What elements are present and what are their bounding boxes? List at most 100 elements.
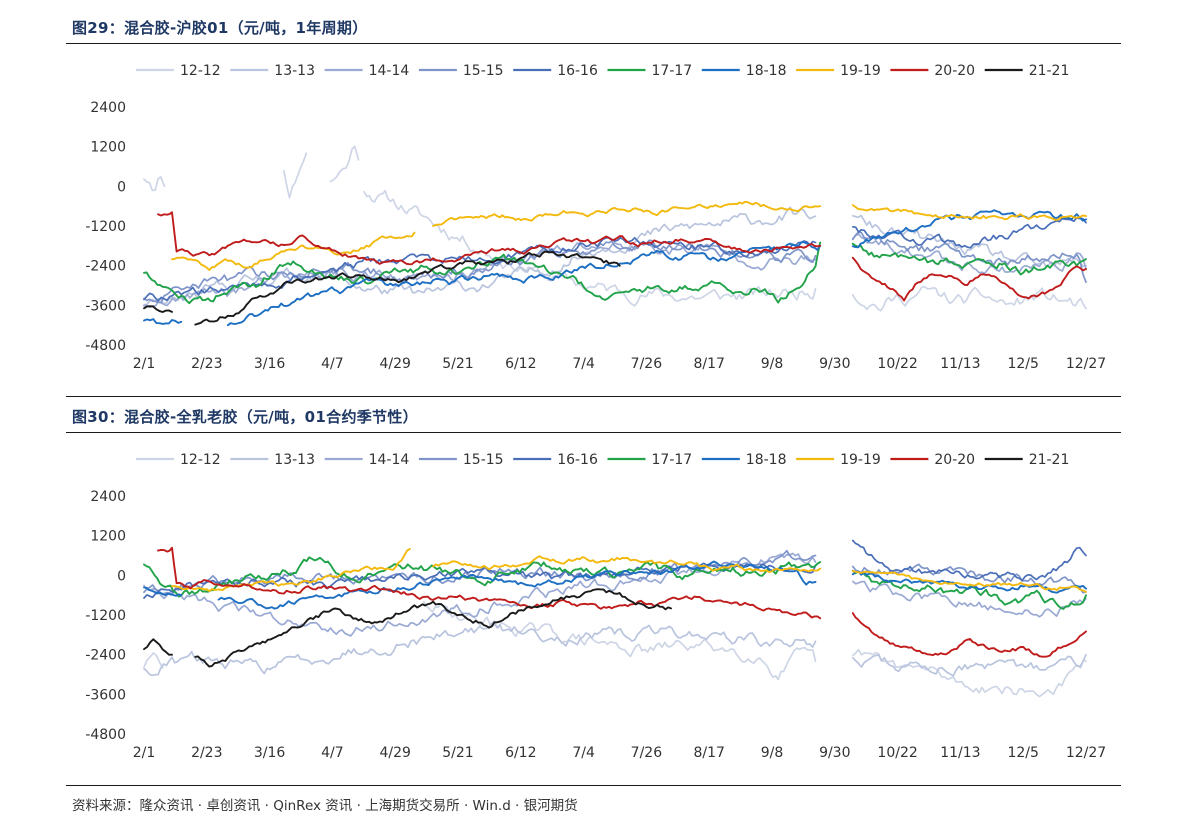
legend-item-13-13: 13-13	[230, 63, 315, 79]
legend-label: 19-19	[840, 452, 881, 468]
x-tick-label: 11/13	[940, 745, 980, 761]
y-tick-label: 1200	[90, 529, 126, 545]
y-tick-label: -3600	[85, 687, 126, 703]
legend-label: 14-14	[369, 63, 410, 79]
x-tick-label: 6/12	[505, 356, 536, 372]
series-line	[143, 620, 817, 677]
series-line	[851, 231, 1087, 284]
legend-label: 20-20	[934, 452, 975, 468]
legend-label: 21-21	[1029, 452, 1070, 468]
series-18-18	[143, 209, 1087, 327]
series-line	[432, 200, 822, 227]
x-tick-label: 7/4	[572, 745, 595, 761]
legend-label: 18-18	[746, 63, 787, 79]
x-tick-label: 2/1	[133, 745, 156, 761]
series-line	[194, 588, 672, 668]
series-line	[851, 539, 1087, 582]
x-tick-label: 8/17	[693, 745, 724, 761]
legend-item-18-18: 18-18	[701, 452, 787, 468]
series-12-12	[143, 145, 1087, 312]
chart2-bottom-rule	[66, 785, 1121, 786]
y-tick-label: -4800	[85, 727, 126, 743]
series-line	[143, 652, 164, 669]
legend-label: 14-14	[369, 452, 410, 468]
y-tick-label: 2400	[90, 489, 126, 505]
y-tick-label: 0	[117, 179, 126, 195]
series-line	[851, 242, 1087, 276]
y-tick-label: 2400	[90, 100, 126, 116]
x-tick-label: 9/30	[819, 745, 850, 761]
x-tick-label: 5/21	[442, 745, 473, 761]
x-tick-label: 4/7	[321, 356, 344, 372]
y-tick-label: -2400	[85, 648, 126, 664]
y-tick-label: -1200	[85, 608, 126, 624]
series-19-19	[171, 200, 1087, 271]
chart2-panel: 12-12 13-13 14-14 15-15 16-16 17-17 18-18 19-19…	[66, 439, 1121, 769]
x-tick-label: 10/22	[877, 745, 917, 761]
legend-label: 12-12	[180, 63, 221, 79]
series-line	[217, 560, 817, 610]
series-16-16	[143, 539, 1087, 599]
series-line	[157, 211, 822, 266]
series-line	[851, 648, 1087, 698]
legend-label: 16-16	[557, 63, 598, 79]
x-tick-label: 3/16	[254, 745, 286, 761]
series-21-21	[143, 250, 621, 326]
legend-item-19-19: 19-19	[796, 63, 881, 79]
legend-label: 13-13	[274, 63, 315, 79]
x-tick-label: 9/8	[761, 745, 784, 761]
chart1-panel: 12-12 13-13 14-14 15-15 16-16 17-17 18-18 19-19…	[66, 50, 1121, 380]
legend-item-12-12: 12-12	[136, 63, 221, 79]
chart2-svg: 12-12 13-13 14-14 15-15 16-16 17-17 18-18 19-19…	[85, 452, 1106, 761]
chart2-divider	[66, 432, 1121, 433]
series-20-20	[157, 211, 1087, 302]
series-line	[143, 236, 817, 302]
y-tick-label: -4800	[85, 338, 126, 354]
series-line	[143, 305, 173, 313]
series-line	[143, 318, 183, 325]
x-tick-label: 5/21	[442, 356, 473, 372]
series-13-13	[143, 206, 1087, 306]
legend-item-18-18: 18-18	[701, 63, 787, 79]
x-tick-label: 2/1	[133, 356, 156, 372]
series-line	[143, 549, 817, 595]
legend-label: 12-12	[180, 452, 221, 468]
legend-label: 18-18	[746, 452, 787, 468]
series-14-14	[143, 552, 1087, 637]
legend-label: 15-15	[463, 452, 504, 468]
x-tick-label: 11/13	[940, 356, 980, 372]
x-tick-label: 7/26	[631, 356, 663, 372]
series-line	[329, 145, 360, 183]
series-line	[143, 638, 173, 656]
series-line	[851, 285, 1087, 312]
series-line	[851, 570, 1087, 593]
x-tick-label: 12/27	[1066, 745, 1106, 761]
series-line	[432, 555, 822, 573]
legend-item-15-15: 15-15	[418, 452, 504, 468]
legend-item-14-14: 14-14	[324, 452, 410, 468]
x-tick-label: 9/30	[819, 356, 850, 372]
legend-label: 21-21	[1029, 63, 1070, 79]
x-tick-label: 10/22	[877, 356, 917, 372]
legend-item-21-21: 21-21	[984, 452, 1070, 468]
series-12-12	[143, 600, 1087, 698]
y-tick-label: -2400	[85, 259, 126, 275]
legend-item-20-20: 20-20	[890, 63, 975, 79]
legend-label: 17-17	[652, 452, 693, 468]
legend-item-21-21: 21-21	[984, 63, 1070, 79]
x-tick-label: 2/23	[191, 356, 222, 372]
x-tick-label: 12/5	[1007, 745, 1038, 761]
series-line	[851, 256, 1087, 302]
series-15-15	[143, 231, 1087, 304]
x-tick-label: 2/23	[191, 745, 222, 761]
series-line	[143, 206, 817, 306]
chart1-svg: 12-12 13-13 14-14 15-15 16-16 17-17 18-18 19-19…	[85, 63, 1106, 372]
legend-label: 13-13	[274, 452, 315, 468]
series-line	[171, 547, 411, 593]
series-line	[851, 570, 1087, 594]
legend-item-16-16: 16-16	[513, 452, 598, 468]
series-line	[851, 580, 1087, 618]
y-tick-label: -1200	[85, 219, 126, 235]
chart1-title: 图29：混合胶-沪胶01（元/吨，1年周期）	[72, 19, 368, 37]
legend-item-17-17: 17-17	[607, 63, 692, 79]
